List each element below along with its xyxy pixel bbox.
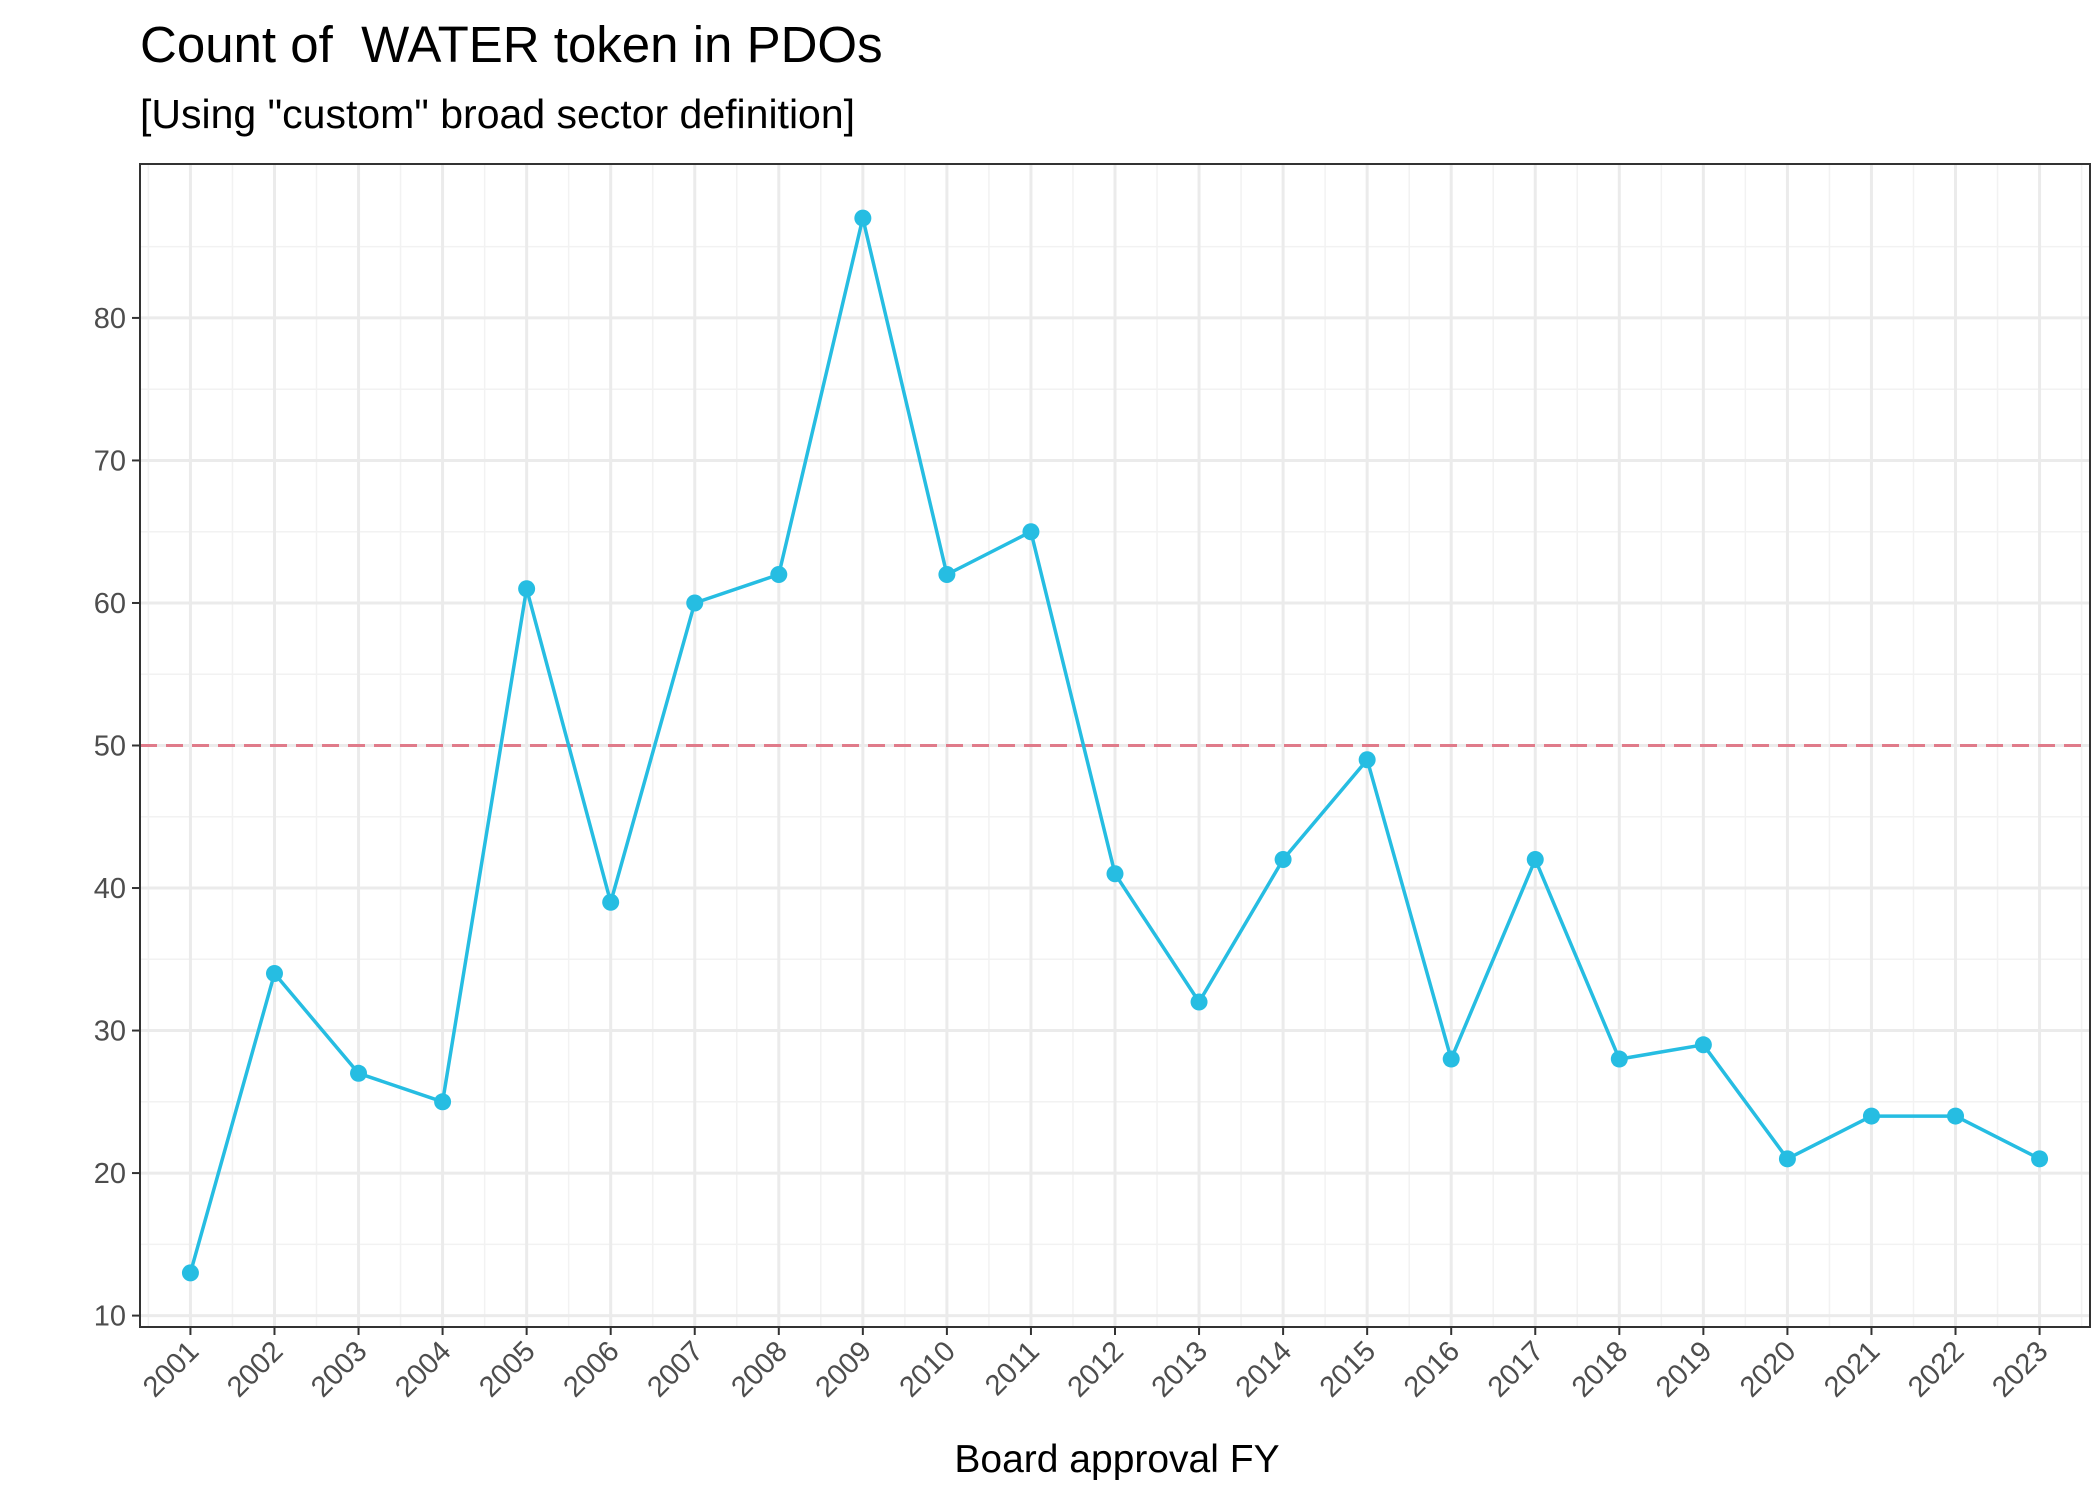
x-tick-label: 2016 (1398, 1335, 1466, 1403)
x-tick-label: 2022 (1902, 1335, 1970, 1403)
data-point-2012 (1106, 865, 1124, 883)
data-point-2023 (2031, 1150, 2049, 1168)
x-tick-label: 2014 (1230, 1335, 1298, 1403)
y-tick-label: 40 (94, 873, 126, 905)
x-tick-label: 2009 (810, 1335, 878, 1403)
x-axis-title: Board approval FY (954, 1438, 1279, 1481)
x-tick-label: 2007 (641, 1335, 709, 1403)
chart-title: Count of WATER token in PDOs (140, 16, 883, 73)
data-point-2019 (1694, 1036, 1712, 1054)
x-tick-label: 2006 (557, 1335, 625, 1403)
data-point-2020 (1778, 1150, 1796, 1168)
y-tick-label: 70 (94, 445, 126, 477)
data-point-2001 (181, 1264, 199, 1282)
y-tick-label: 30 (94, 1016, 126, 1048)
x-tick-label: 2015 (1314, 1335, 1382, 1403)
data-point-2018 (1610, 1050, 1628, 1068)
x-tick-label: 2023 (1986, 1335, 2054, 1403)
data-points (181, 209, 2049, 1282)
data-point-2010 (938, 565, 956, 583)
y-tick-label: 20 (94, 1158, 126, 1190)
data-point-2008 (770, 565, 788, 583)
y-tick-label: 10 (94, 1301, 126, 1333)
y-axis: 10 20 30 40 50 60 70 80 (94, 303, 140, 1333)
data-point-2016 (1442, 1050, 1460, 1068)
x-tick-label: 2021 (1818, 1335, 1886, 1403)
x-tick-label: 2001 (137, 1335, 205, 1403)
x-tick-label: 2017 (1482, 1335, 1550, 1403)
x-tick-label: 2020 (1734, 1335, 1802, 1403)
y-tick-label: 80 (94, 303, 126, 335)
x-tick-label: 2008 (725, 1335, 793, 1403)
x-tick-label: 2012 (1062, 1335, 1130, 1403)
x-tick-label: 2019 (1650, 1335, 1718, 1403)
data-point-2006 (602, 893, 620, 911)
data-point-2017 (1526, 851, 1544, 869)
x-tick-label: 2003 (305, 1335, 373, 1403)
data-point-2005 (518, 580, 536, 598)
data-point-2002 (265, 965, 283, 983)
data-point-2004 (434, 1093, 452, 1111)
data-point-2014 (1274, 851, 1292, 869)
x-tick-label: 2018 (1566, 1335, 1634, 1403)
x-tick-label: 2005 (473, 1335, 541, 1403)
y-tick-label: 60 (94, 588, 126, 620)
y-tick-label: 50 (94, 731, 126, 763)
data-point-2007 (686, 594, 704, 612)
data-point-2015 (1358, 751, 1376, 769)
data-point-2011 (1022, 523, 1040, 541)
x-tick-label: 2013 (1146, 1335, 1214, 1403)
data-point-2022 (1947, 1107, 1965, 1125)
data-point-2009 (854, 209, 872, 227)
x-tick-label: 2004 (389, 1335, 457, 1403)
chart-subtitle: [Using "custom" broad sector definition] (140, 91, 855, 137)
data-point-2013 (1190, 993, 1208, 1011)
x-tick-label: 2010 (894, 1335, 962, 1403)
x-tick-label: 2002 (221, 1335, 289, 1403)
x-axis: 2001 2002 2003 2004 2005 2006 2007 2008 2009 2010… (137, 1327, 2055, 1404)
data-point-2003 (350, 1064, 368, 1082)
data-point-2021 (1862, 1107, 1880, 1125)
x-tick-label: 2011 (979, 1335, 1046, 1402)
